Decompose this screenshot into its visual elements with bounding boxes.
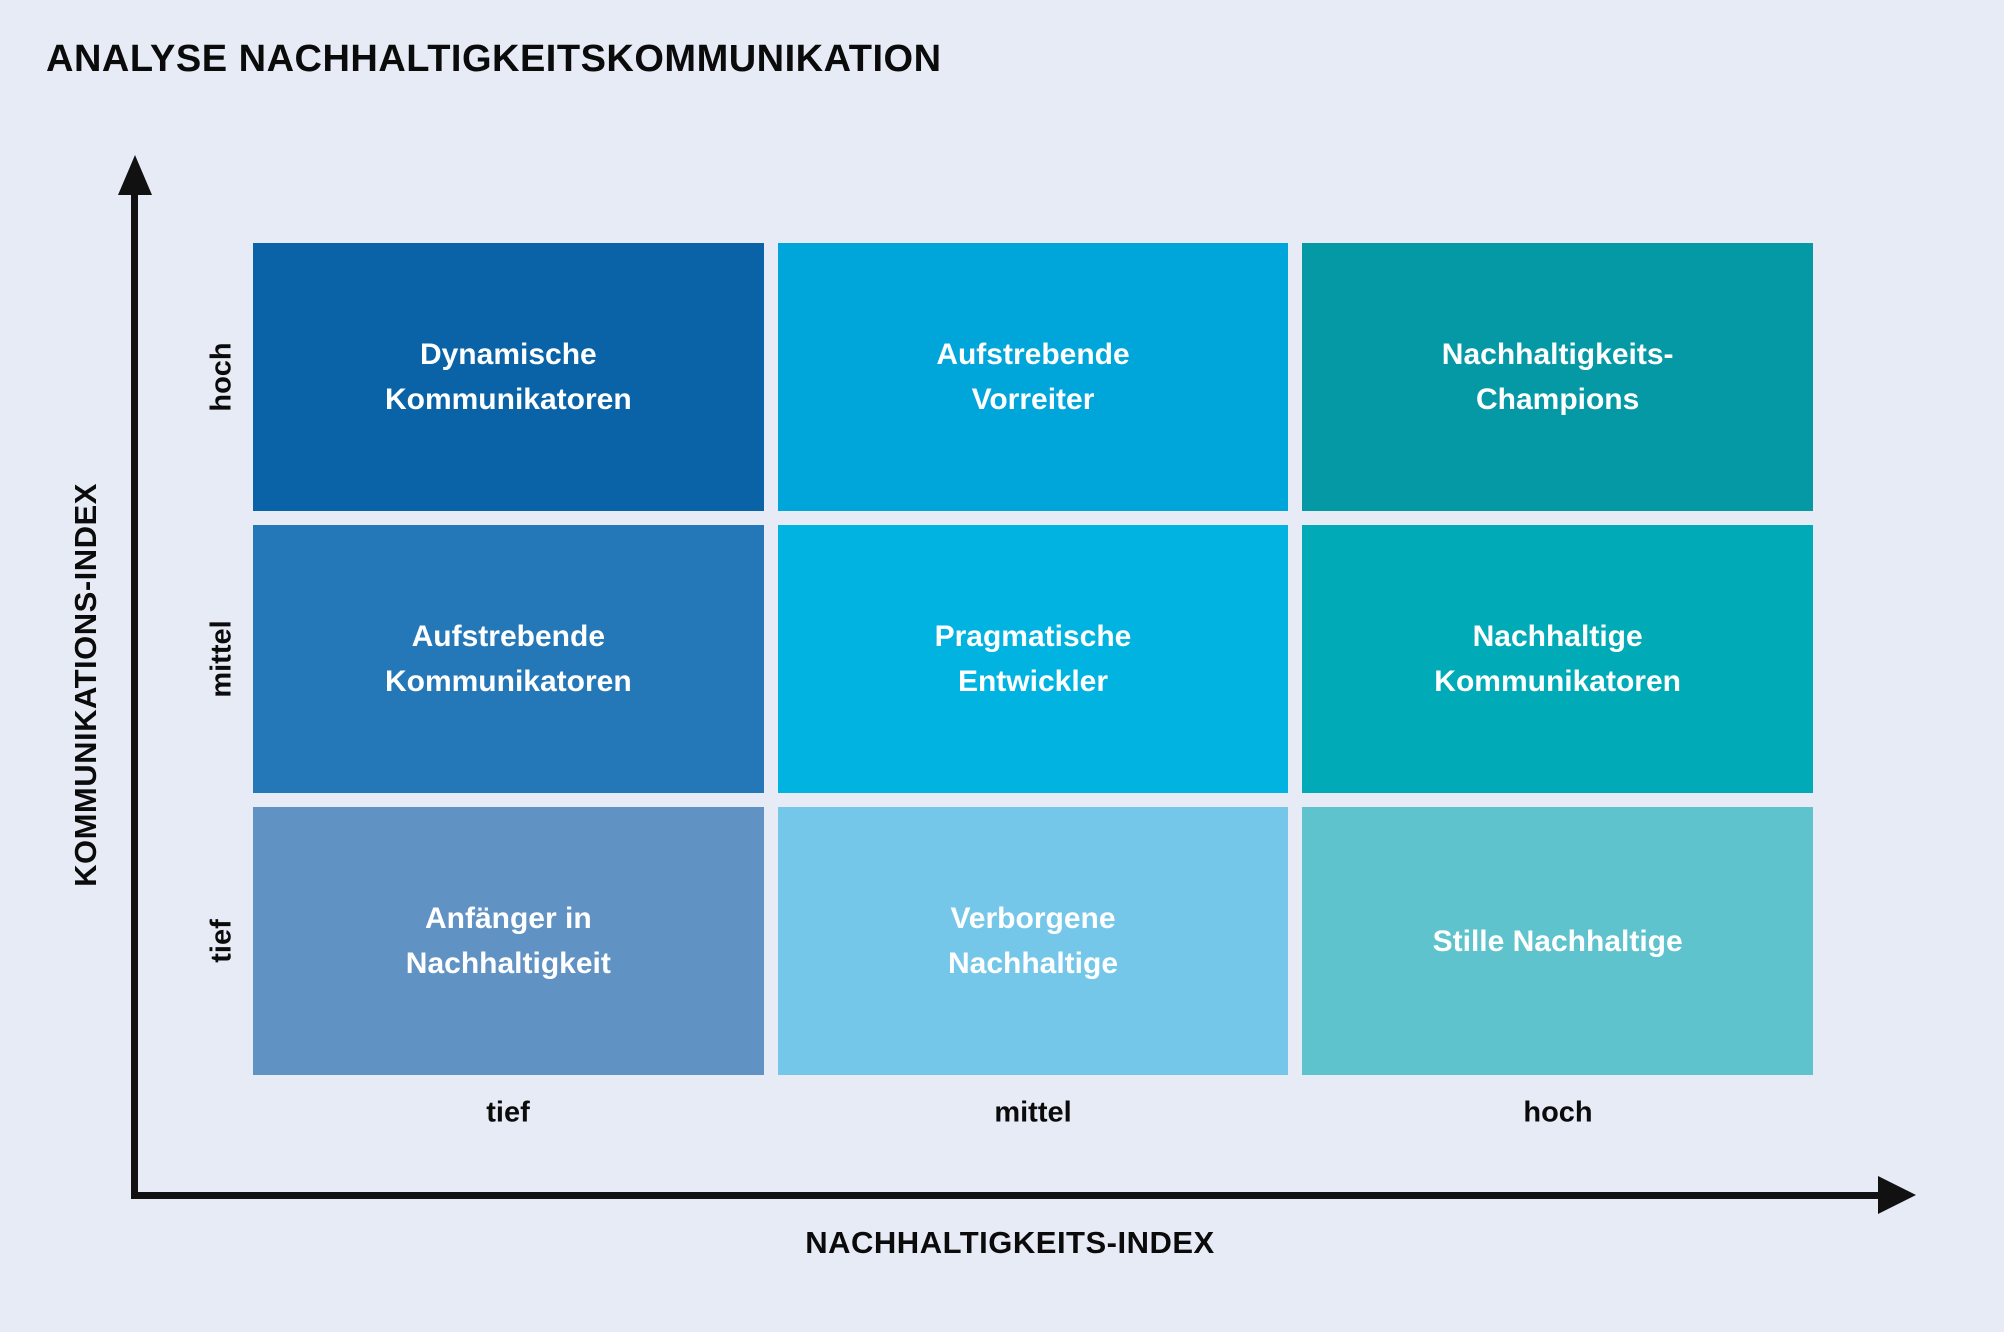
- x-tick-mittel: mittel: [994, 1096, 1072, 1129]
- y-tick-tief: tief: [205, 919, 238, 963]
- y-tick-mittel: mittel: [205, 620, 238, 698]
- x-tick-hoch: hoch: [1523, 1096, 1593, 1129]
- x-axis-title: NACHHALTIGKEITS-INDEX: [805, 1225, 1215, 1260]
- matrix-cell-mittel-hoch: Nachhaltige Kommunikatoren: [1302, 525, 1813, 793]
- cell-label: Nachhaltige: [1472, 620, 1643, 653]
- cell-label: Kommunikatoren: [1434, 665, 1681, 698]
- y-axis-arrow-up-icon: [118, 155, 152, 195]
- cell-label: Kommunikatoren: [384, 383, 632, 416]
- matrix-cell-mittel-tief: Aufstrebende Kommunikatoren: [253, 525, 764, 793]
- cell-label: Pragmatische: [934, 620, 1132, 653]
- cell-label: Stille Nachhaltige: [1432, 924, 1683, 958]
- cell-label: Nachhaltige: [947, 947, 1119, 980]
- y-tick-hoch: hoch: [205, 342, 238, 412]
- y-axis-title: KOMMUNIKATIONS-INDEX: [68, 483, 103, 887]
- chart-title: ANALYSE NACHHALTIGKEITSKOMMUNIKATION: [46, 38, 942, 80]
- matrix-grid: Dynamische Kommunikatoren Aufstrebende V…: [253, 243, 1813, 1075]
- matrix-cell-hoch-hoch: Nachhaltigkeits- Champions: [1302, 243, 1813, 511]
- cell-label: Verborgene: [950, 902, 1116, 935]
- matrix-cell-tief-hoch: Stille Nachhaltige: [1302, 807, 1813, 1075]
- matrix-cell-tief-tief: Anfänger in Nachhaltigkeit: [253, 807, 764, 1075]
- matrix-cell-mittel-mittel: Pragmatische Entwickler: [777, 525, 1289, 793]
- cell-label: Aufstrebende: [411, 620, 605, 653]
- cell-label: Nachhaltigkeit: [405, 947, 611, 980]
- cell-label: Champions: [1475, 383, 1640, 416]
- matrix-cell-tief-mittel: Verborgene Nachhaltige: [777, 807, 1289, 1075]
- cell-label: Anfänger in: [424, 902, 592, 935]
- matrix-cell-hoch-tief: Dynamische Kommunikatoren: [253, 243, 764, 511]
- cell-label: Aufstrebende: [936, 338, 1130, 371]
- cell-label: Nachhaltigkeits-: [1441, 338, 1674, 371]
- x-axis-line: [131, 1192, 1883, 1199]
- cell-label: Entwickler: [957, 665, 1109, 698]
- cell-label: Kommunikatoren: [384, 665, 632, 698]
- y-axis-line: [131, 190, 138, 1199]
- x-axis-arrow-right-icon: [1878, 1176, 1916, 1214]
- x-tick-tief: tief: [486, 1096, 530, 1129]
- matrix-cell-hoch-mittel: Aufstrebende Vorreiter: [777, 243, 1289, 511]
- cell-label: Vorreiter: [971, 383, 1095, 416]
- cell-label: Dynamische: [419, 338, 597, 371]
